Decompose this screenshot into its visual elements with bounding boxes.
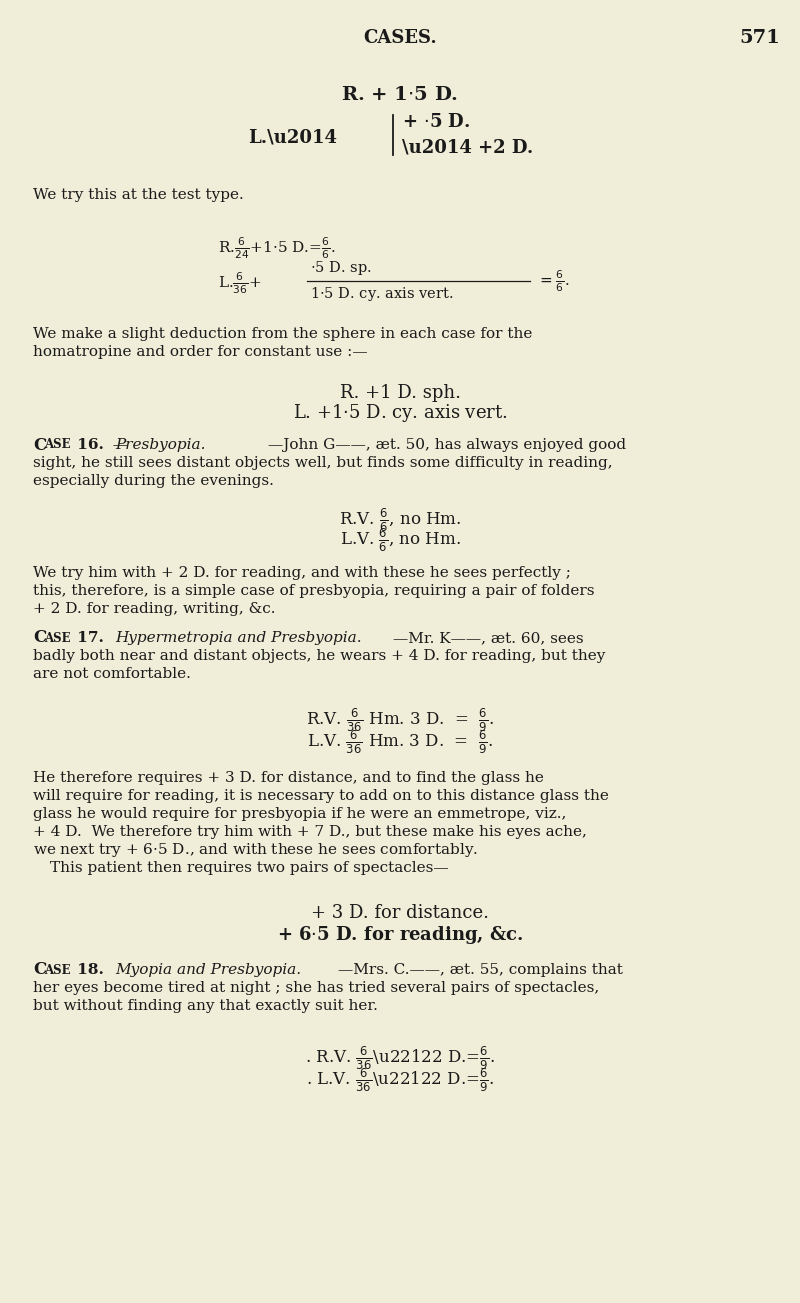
Text: R.$\frac{6}{24}$+1$\cdot$5 D.=$\frac{6}{6}$.: R.$\frac{6}{24}$+1$\cdot$5 D.=$\frac{6}{… <box>218 236 336 261</box>
Text: ASE: ASE <box>44 963 70 976</box>
Text: R. + 1$\cdot$5 D.: R. + 1$\cdot$5 D. <box>342 86 458 104</box>
Text: L.\u2014: L.\u2014 <box>248 129 337 147</box>
Text: + 3 D. for distance.: + 3 D. for distance. <box>311 904 489 923</box>
Text: R.V. $\frac{6}{36}$ Hm. 3 D.  =  $\frac{6}{9}$.: R.V. $\frac{6}{36}$ Hm. 3 D. = $\frac{6}… <box>306 706 494 734</box>
Text: —Mr. K——, æt. 60, sees: —Mr. K——, æt. 60, sees <box>393 631 584 645</box>
Text: R.V. $\frac{6}{6}$, no Hm.: R.V. $\frac{6}{6}$, no Hm. <box>338 507 462 534</box>
Text: He therefore requires + 3 D. for distance, and to find the glass he: He therefore requires + 3 D. for distanc… <box>33 771 544 784</box>
Text: are not comfortable.: are not comfortable. <box>33 667 191 681</box>
Text: 1$\cdot$5 D. cy. axis vert.: 1$\cdot$5 D. cy. axis vert. <box>310 285 454 304</box>
Text: . R.V. $\frac{6}{36}$\u22122 D.=$\frac{6}{9}$.: . R.V. $\frac{6}{36}$\u22122 D.=$\frac{6… <box>305 1044 495 1071</box>
Text: glass he would require for presbyopia if he were an emmetrope, viz.,: glass he would require for presbyopia if… <box>33 807 566 821</box>
Text: $\cdot$5 D. sp.: $\cdot$5 D. sp. <box>310 259 372 278</box>
Text: + 2 D. for reading, writing, &c.: + 2 D. for reading, writing, &c. <box>33 602 275 616</box>
Text: R. +1 D. sph.: R. +1 D. sph. <box>339 384 461 403</box>
Text: + 6$\cdot$5 D. for reading, &c.: + 6$\cdot$5 D. for reading, &c. <box>277 924 523 946</box>
Text: L. +1$\cdot$5 D. cy. axis vert.: L. +1$\cdot$5 D. cy. axis vert. <box>293 403 507 423</box>
Text: ASE: ASE <box>44 632 70 645</box>
Text: sight, he still sees distant objects well, but finds some difficulty in reading,: sight, he still sees distant objects wel… <box>33 456 613 470</box>
Text: We try this at the test type.: We try this at the test type. <box>33 188 244 202</box>
Text: L.V. $\frac{6}{36}$ Hm. 3 D.  =  $\frac{6}{9}$.: L.V. $\frac{6}{36}$ Hm. 3 D. = $\frac{6}… <box>306 728 494 756</box>
Text: \u2014 +2 D.: \u2014 +2 D. <box>402 139 534 156</box>
Text: L.V. $\frac{6}{6}$, no Hm.: L.V. $\frac{6}{6}$, no Hm. <box>339 526 461 554</box>
Text: 571: 571 <box>739 29 780 47</box>
Text: $=\frac{6}{6}$.: $=\frac{6}{6}$. <box>537 268 570 293</box>
Text: C: C <box>33 437 46 453</box>
Text: —John G——, æt. 50, has always enjoyed good: —John G——, æt. 50, has always enjoyed go… <box>268 438 626 452</box>
Text: C: C <box>33 962 46 979</box>
Text: 16.: 16. <box>72 438 104 452</box>
Text: + 4 D.  We therefore try him with + 7 D., but these make his eyes ache,: + 4 D. We therefore try him with + 7 D.,… <box>33 825 587 839</box>
Text: C: C <box>33 629 46 646</box>
Text: + $\cdot$5 D.: + $\cdot$5 D. <box>402 113 470 132</box>
Text: . L.V. $\frac{6}{36}$\u22122 D.=$\frac{6}{9}$.: . L.V. $\frac{6}{36}$\u22122 D.=$\frac{6… <box>306 1066 494 1093</box>
Text: 18.: 18. <box>72 963 104 977</box>
Text: This patient then requires two pairs of spectacles—: This patient then requires two pairs of … <box>50 861 449 876</box>
Text: this, therefore, is a simple case of presbyopia, requiring a pair of folders: this, therefore, is a simple case of pre… <box>33 584 594 598</box>
Text: Hypermetropia and Presbyopia.: Hypermetropia and Presbyopia. <box>115 631 362 645</box>
Text: will require for reading, it is necessary to add on to this distance glass the: will require for reading, it is necessar… <box>33 790 609 803</box>
Text: —Mrs. C.——, æt. 55, complains that: —Mrs. C.——, æt. 55, complains that <box>338 963 623 977</box>
Text: we next try + 6$\cdot$5 D., and with these he sees comfortably.: we next try + 6$\cdot$5 D., and with the… <box>33 840 478 859</box>
Text: —: — <box>103 438 128 452</box>
Text: badly both near and distant objects, he wears + 4 D. for reading, but they: badly both near and distant objects, he … <box>33 649 606 663</box>
Text: We try him with + 2 D. for reading, and with these he sees perfectly ;: We try him with + 2 D. for reading, and … <box>33 566 571 580</box>
Text: especially during the evenings.: especially during the evenings. <box>33 474 274 489</box>
Text: We make a slight deduction from the sphere in each case for the: We make a slight deduction from the sphe… <box>33 327 532 341</box>
Text: 17.: 17. <box>72 631 104 645</box>
Text: ASE: ASE <box>44 439 70 452</box>
Text: homatropine and order for constant use :—: homatropine and order for constant use :… <box>33 345 368 360</box>
Text: CASES.: CASES. <box>363 29 437 47</box>
Text: L.$\frac{6}{36}$+: L.$\frac{6}{36}$+ <box>218 270 262 296</box>
Text: her eyes become tired at night ; she has tried several pairs of spectacles,: her eyes become tired at night ; she has… <box>33 981 599 995</box>
Text: Presbyopia.: Presbyopia. <box>115 438 206 452</box>
Text: but without finding any that exactly suit her.: but without finding any that exactly sui… <box>33 999 378 1012</box>
Text: Myopia and Presbyopia.: Myopia and Presbyopia. <box>115 963 301 977</box>
